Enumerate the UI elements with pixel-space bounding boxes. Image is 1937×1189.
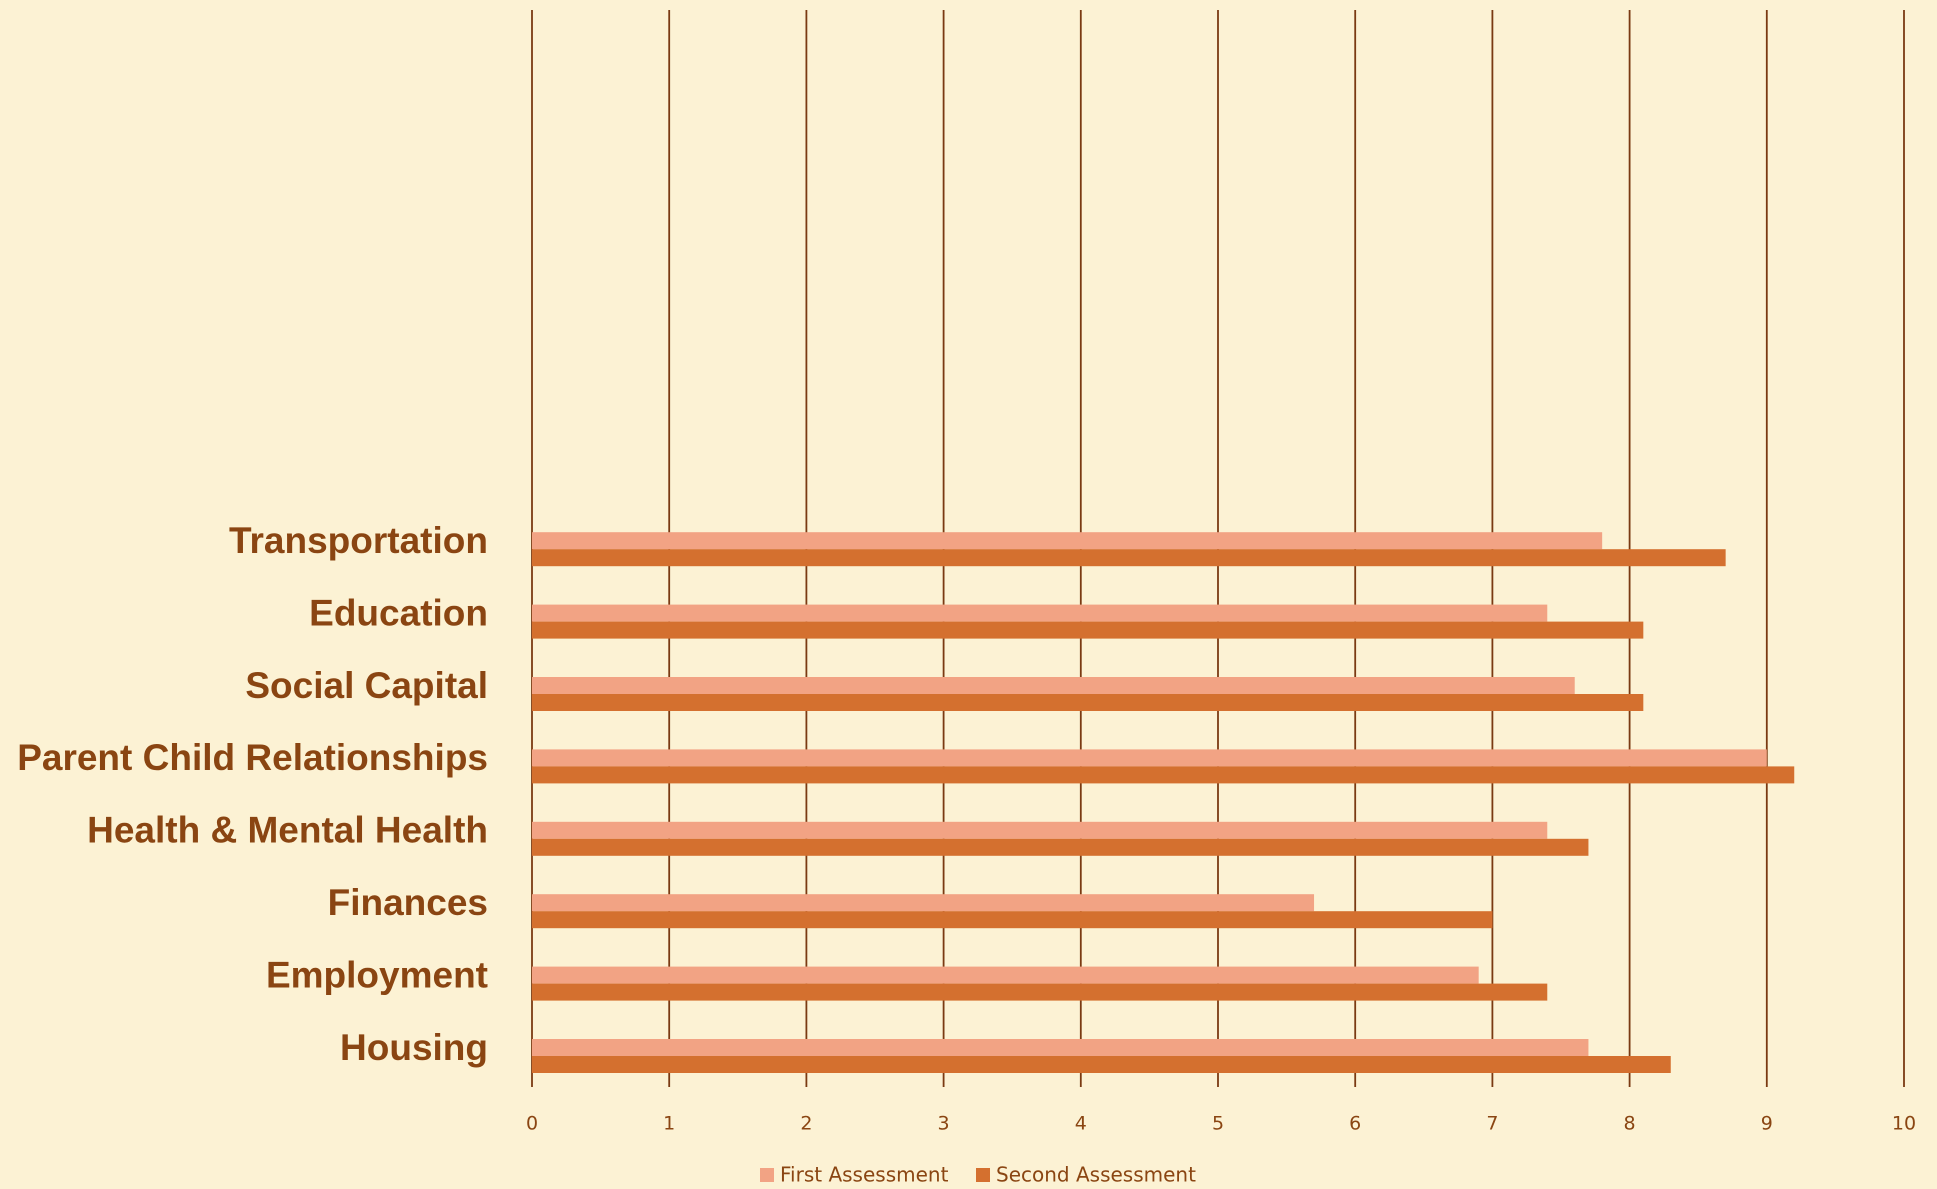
category-label: Social Capital — [245, 665, 488, 706]
category-label: Employment — [266, 954, 488, 995]
bar — [532, 894, 1315, 912]
category-label: Housing — [340, 1027, 488, 1068]
category-label: Health & Mental Health — [87, 810, 488, 851]
bar — [532, 604, 1548, 622]
legend-swatch — [976, 1168, 990, 1182]
bar — [532, 621, 1644, 639]
legend-swatch — [760, 1168, 774, 1182]
bar — [532, 1056, 1671, 1073]
category-label: Finances — [328, 882, 488, 923]
bar — [532, 694, 1644, 711]
category-label: Parent Child Relationships — [17, 737, 488, 778]
bar — [532, 677, 1575, 694]
bar — [532, 838, 1589, 856]
x-tick-label: 10 — [1892, 1113, 1916, 1135]
x-tick-label: 0 — [526, 1113, 538, 1135]
bar — [532, 966, 1479, 984]
legend-label: First Assessment — [780, 1163, 949, 1187]
bar — [532, 911, 1493, 929]
x-tick-label: 1 — [663, 1113, 675, 1135]
x-tick-label: 6 — [1349, 1113, 1361, 1135]
x-tick-label: 5 — [1212, 1113, 1224, 1135]
x-tick-label: 8 — [1624, 1113, 1636, 1135]
x-tick-label: 7 — [1486, 1113, 1498, 1135]
legend-label: Second Assessment — [996, 1163, 1196, 1187]
x-tick-label: 9 — [1761, 1113, 1773, 1135]
bar — [532, 749, 1767, 767]
bar — [532, 1039, 1589, 1056]
x-tick-label: 2 — [800, 1113, 812, 1135]
bar — [532, 766, 1795, 784]
category-label: Transportation — [229, 520, 488, 561]
x-tick-label: 3 — [938, 1113, 950, 1135]
bar — [532, 549, 1726, 567]
bar — [532, 983, 1548, 1001]
bar — [532, 821, 1548, 839]
category-label: Education — [309, 592, 488, 633]
x-tick-label: 4 — [1075, 1113, 1087, 1135]
bar — [532, 532, 1603, 550]
